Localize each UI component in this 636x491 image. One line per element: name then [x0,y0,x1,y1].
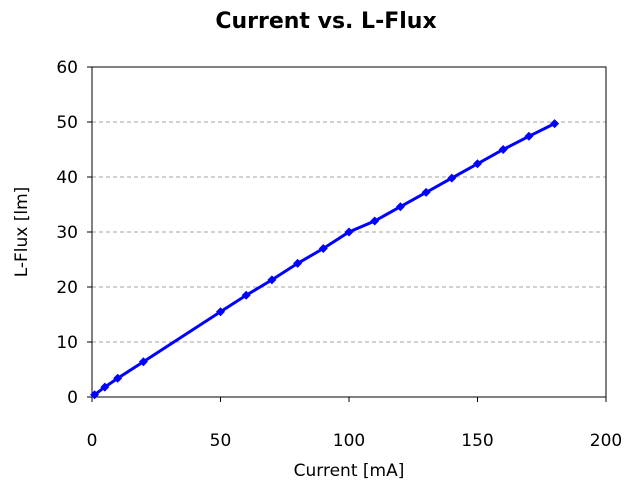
gridlines [92,121,606,343]
data-point-15 [498,145,508,154]
data-point-16 [524,131,534,141]
y-tick-label: 50 [56,113,78,133]
data-point-7 [293,258,303,268]
x-tick-label: 150 [461,431,493,451]
y-tick-label: 40 [56,168,78,188]
data-point-5 [241,290,251,300]
data-point-3 [138,357,148,367]
data-point-4 [216,307,225,317]
x-axis-ticks: 0 50 100 150 200 [87,397,622,451]
chart-title: Current vs. L-Flux [215,9,436,34]
data-point-12 [421,187,431,197]
x-tick-label: 200 [590,431,622,451]
y-tick-label: 60 [56,58,78,78]
data-point-14 [473,159,482,169]
x-tick-label: 0 [87,431,98,451]
y-tick-label: 0 [67,388,78,408]
data-point-8 [318,244,328,253]
y-tick-label: 20 [56,278,78,298]
series-points [90,119,560,400]
x-tick-label: 100 [333,431,365,451]
y-tick-label: 10 [56,333,78,353]
x-axis-label: Current [mA] [294,461,405,481]
data-point-2 [113,373,123,383]
y-tick-label: 30 [56,223,78,243]
data-point-13 [447,173,457,183]
series-line [93,122,556,396]
data-point-9 [344,227,354,237]
data-point-11 [395,202,405,212]
data-point-0 [90,390,100,400]
data-point-1 [100,382,110,392]
y-axis-label: L-Flux [lm] [12,187,32,278]
data-point-17 [550,119,560,129]
data-point-6 [267,275,277,285]
x-tick-label: 50 [210,431,232,451]
y-axis-ticks: 0 10 20 30 40 50 60 [56,58,92,408]
data-point-10 [370,216,380,226]
